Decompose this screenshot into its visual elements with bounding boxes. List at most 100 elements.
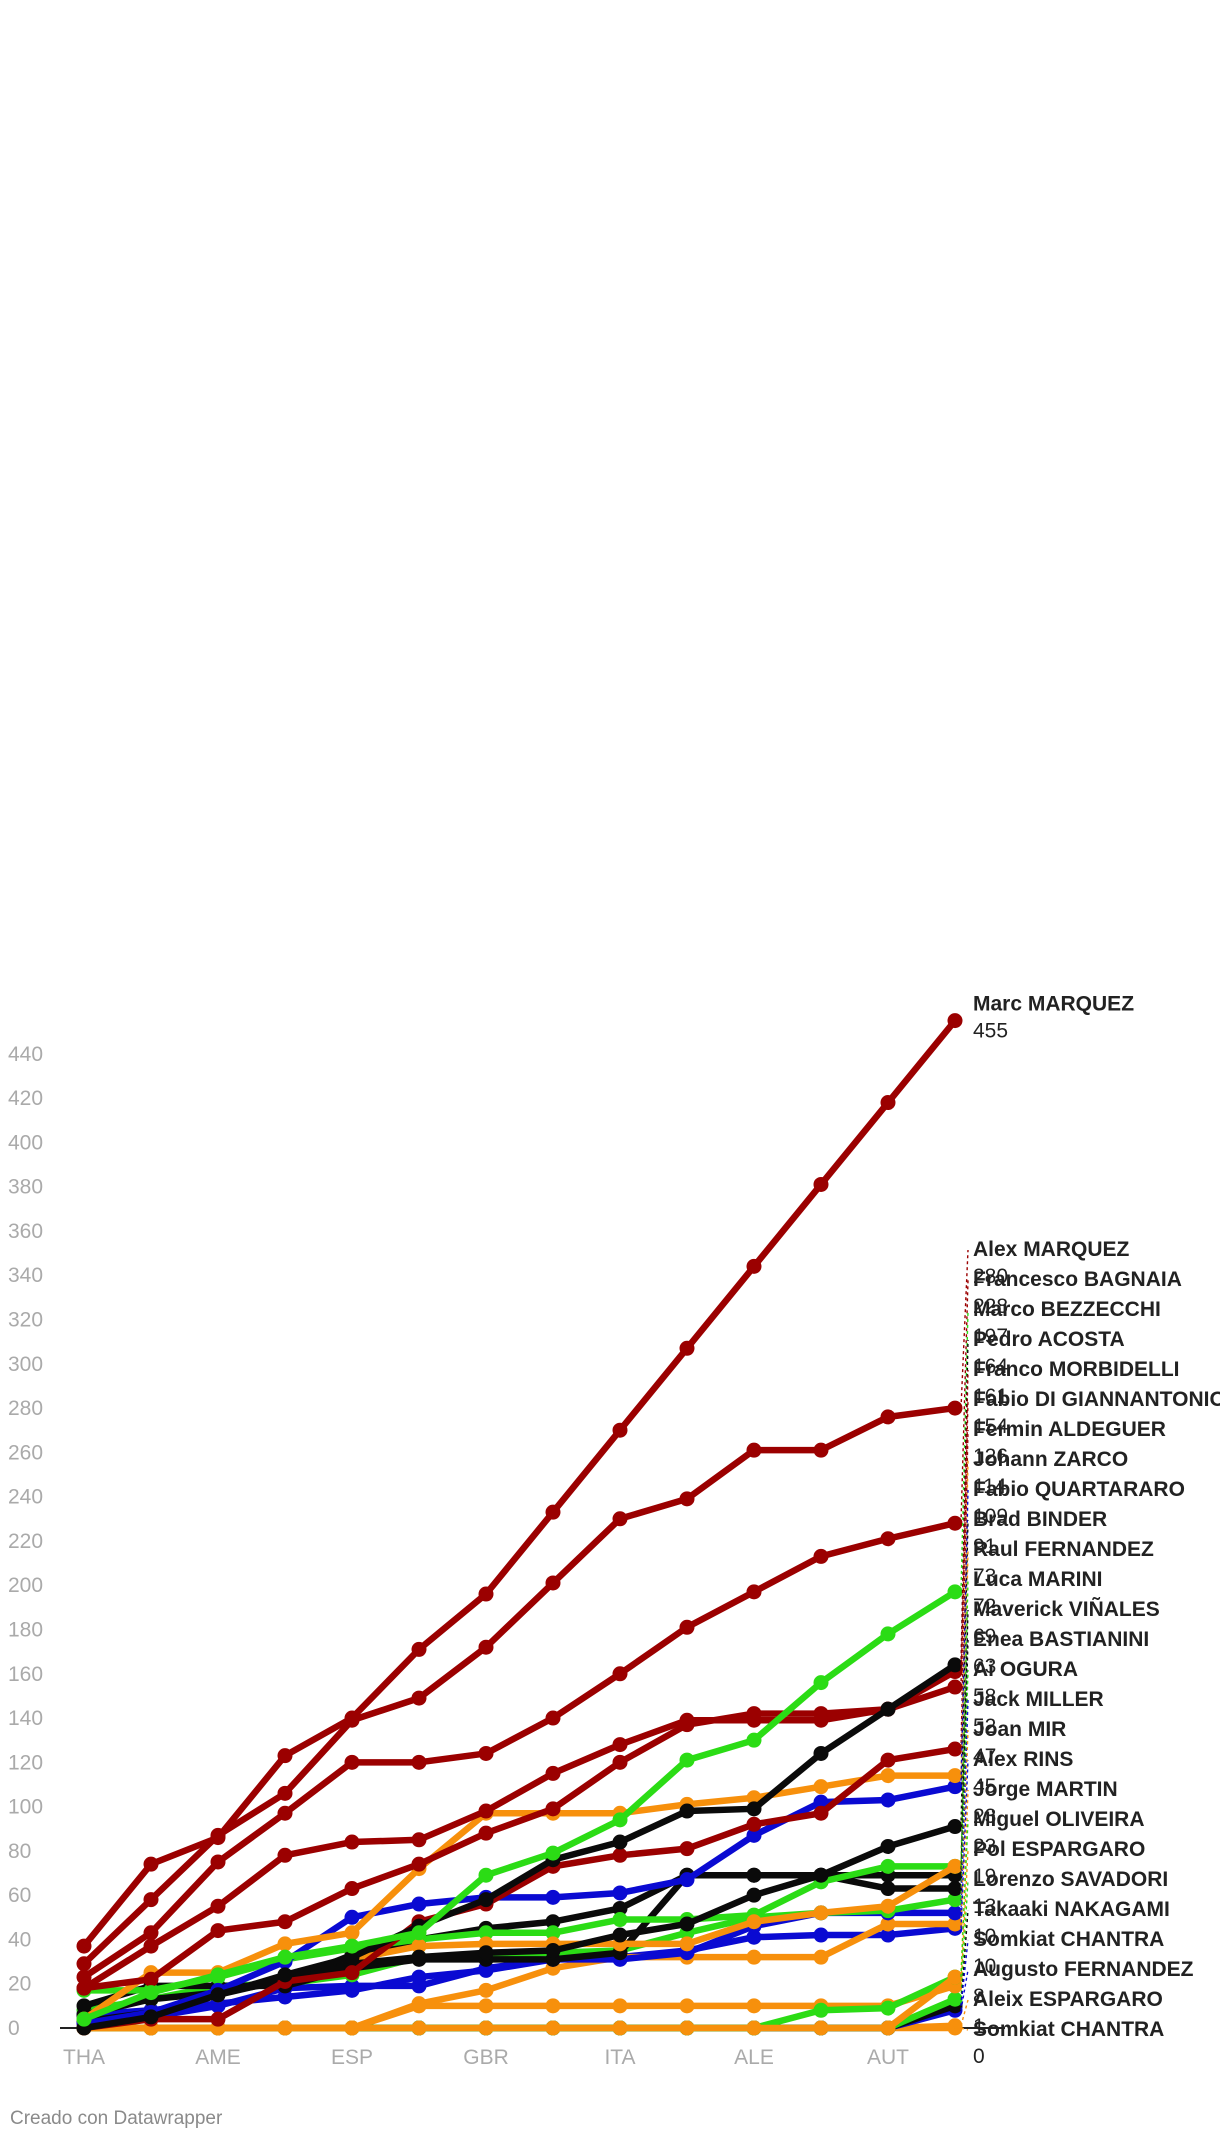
y-tick-label: 40 [8, 1928, 31, 1951]
series-labels: Marc MARQUEZ 455 Alex MARQUEZ 280Francesco … [960, 993, 1220, 2068]
series-value: 161 [973, 1385, 1008, 1408]
data-point [612, 1847, 628, 1863]
data-point [411, 1949, 427, 1965]
label-leader [960, 1909, 969, 2006]
data-point [612, 1666, 628, 1682]
series-name: Fabio QUARTARARO [973, 1478, 1185, 1501]
data-point [277, 1989, 293, 2005]
series-label: Francesco BAGNAIA 228 [960, 1268, 1182, 1524]
data-point [411, 1832, 427, 1848]
data-point [947, 1400, 963, 1416]
series-value: 73 [973, 1565, 996, 1588]
series-line [80, 1668, 959, 1992]
data-point [411, 1690, 427, 1706]
series-name: Somkiat CHANTRA [973, 1928, 1164, 1951]
series-value: 228 [973, 1295, 1008, 1318]
data-point [612, 1900, 628, 1916]
series-name: Jorge MARTIN [973, 1778, 1118, 1801]
data-point [813, 1442, 829, 1458]
data-point [947, 1768, 963, 1784]
data-point [679, 1998, 695, 2014]
data-point [947, 1013, 963, 1029]
data-point [478, 1586, 494, 1602]
data-point [76, 1980, 92, 1996]
data-point [76, 1956, 92, 1972]
label-leader [960, 1849, 969, 1986]
data-point [813, 2020, 829, 2036]
series-label: Augusto FERNANDEZ 8 [960, 1958, 1194, 2011]
data-point [143, 1892, 159, 1908]
series-value: 63 [973, 1655, 996, 1678]
series-label: Aleix ESPARGARO 1 [960, 1988, 1163, 2038]
data-point [545, 1504, 561, 1520]
data-point [143, 1985, 159, 2001]
data-point [679, 1491, 695, 1507]
data-point [478, 1925, 494, 1941]
data-point [478, 1962, 494, 1978]
data-point [411, 1938, 427, 1954]
data-point [880, 2000, 896, 2016]
series-label: Fermin ALDEGUER 126 [960, 1418, 1166, 1750]
data-point [947, 1991, 963, 2007]
data-point [679, 1841, 695, 1857]
y-tick-label: 380 [8, 1176, 43, 1199]
data-point [813, 1675, 829, 1691]
series-label: Lorenzo SAVADORI 13 [960, 1868, 1168, 2000]
label-leader [960, 1879, 969, 2000]
data-point [545, 1998, 561, 2014]
data-point [746, 1816, 762, 1832]
data-point [277, 1936, 293, 1952]
series-name: Pedro ACOSTA [973, 1328, 1125, 1351]
data-point [411, 1856, 427, 1872]
data-point [143, 2009, 159, 2025]
series-name: Fabio DI GIANNANTONIO [973, 1388, 1220, 1411]
data-point [277, 1949, 293, 1965]
data-point [880, 1701, 896, 1717]
series-label: Fabio QUARTARARO 109 [960, 1478, 1185, 1787]
data-point [478, 1825, 494, 1841]
series-name: Miguel OLIVEIRA [973, 1808, 1145, 1831]
series-value: 109 [973, 1505, 1008, 1528]
data-point [277, 1967, 293, 1983]
x-tick-label: ESP [331, 2046, 373, 2069]
data-point [813, 1867, 829, 1883]
data-point [612, 1422, 628, 1438]
data-point [947, 1881, 963, 1897]
label-leader [960, 1969, 969, 2011]
data-point [478, 1982, 494, 1998]
data-point [746, 1914, 762, 1930]
data-point [612, 1912, 628, 1928]
data-point [76, 2011, 92, 2027]
y-tick-label: 60 [8, 1884, 31, 1907]
series-value: 23 [973, 1805, 996, 1828]
series-name: Alex RINS [973, 1748, 1073, 1771]
series-label: Jack MILLER 52 [960, 1688, 1104, 1913]
data-point [813, 1794, 829, 1810]
data-point [813, 1779, 829, 1795]
series-name: Joan MIR [973, 1718, 1066, 1741]
data-point [143, 1925, 159, 1941]
data-point [679, 1619, 695, 1635]
data-point [143, 1971, 159, 1987]
series-label: Ai OGURA 58 [960, 1658, 1078, 1900]
series-line [80, 1745, 959, 2032]
series-name: Luca MARINI [973, 1568, 1103, 1591]
data-point [612, 1885, 628, 1901]
data-point [612, 1927, 628, 1943]
data-point [813, 1176, 829, 1192]
data-point [344, 2020, 360, 2036]
data-point [344, 1982, 360, 1998]
series-line [80, 1772, 959, 2023]
label-leader [960, 1309, 969, 1592]
data-point [210, 1830, 226, 1846]
data-point [679, 1340, 695, 1356]
data-point [411, 2020, 427, 2036]
series-name: Raul FERNANDEZ [973, 1538, 1154, 1561]
data-point [947, 1819, 963, 1835]
data-point [947, 1779, 963, 1795]
data-point [143, 1856, 159, 1872]
series-value: 58 [973, 1685, 996, 1708]
x-tick-label: THA [63, 2046, 105, 2069]
